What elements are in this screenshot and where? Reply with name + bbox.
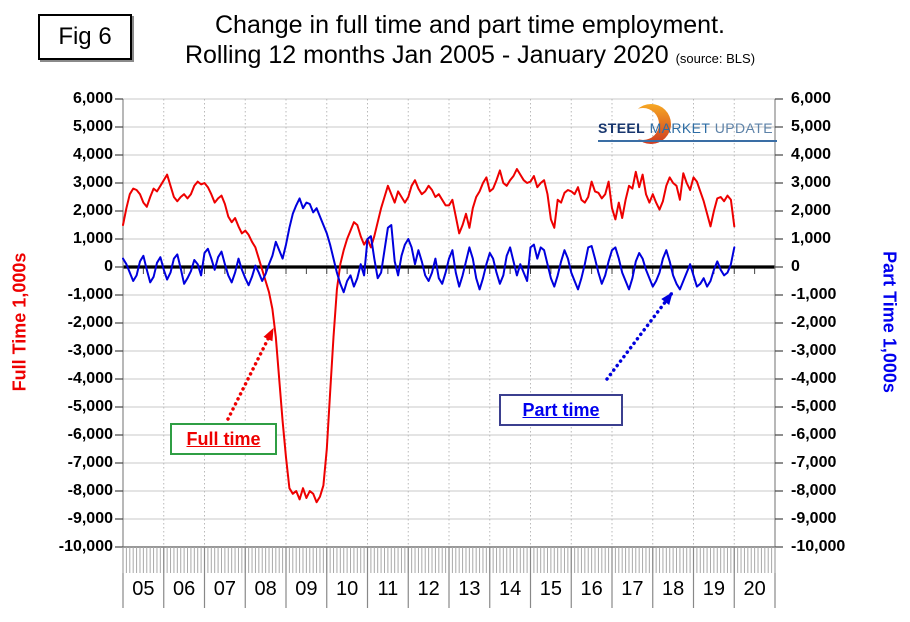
left-tick-label: 2,000 (72, 202, 113, 219)
logo-text: STEEL MARKET UPDATE (598, 120, 777, 142)
logo-word-market: MARKET (649, 120, 711, 136)
year-label: 06 (173, 578, 196, 600)
full-time-legend-box: Full time (170, 423, 277, 455)
right-tick-label: -5,000 (791, 398, 837, 415)
right-axis-title: Part Time 1,000s (879, 251, 900, 393)
left-tick-label: -8,000 (67, 482, 113, 499)
year-label: 14 (499, 578, 522, 600)
logo-word-update: UPDATE (714, 120, 773, 136)
right-tick-label: 0 (791, 258, 800, 275)
part-time-legend-box: Part time (499, 394, 623, 426)
year-label: 19 (702, 578, 725, 600)
year-label: 12 (417, 578, 440, 600)
right-tick-label: 3,000 (791, 174, 832, 191)
year-label: 20 (743, 578, 766, 600)
left-tick-label: -5,000 (67, 398, 113, 415)
left-tick-label: -4,000 (67, 370, 113, 387)
left-tick-label: -9,000 (67, 510, 113, 527)
source-note: (source: BLS) (675, 51, 756, 66)
part-time-arrow (605, 291, 674, 381)
logo-crescent-icon (631, 104, 671, 144)
year-label: 18 (662, 578, 685, 600)
left-axis-title: Full Time 1,000s (9, 252, 30, 392)
chart-title-block: Change in full time and part time employ… (150, 10, 790, 74)
logo-word-steel: STEEL (598, 120, 646, 136)
right-tick-label: 1,000 (791, 230, 832, 247)
right-tick-label: -9,000 (791, 510, 837, 527)
right-tick-label: 5,000 (791, 118, 832, 135)
left-tick-label: 3,000 (72, 174, 113, 191)
part-time-series-line (122, 197, 736, 294)
right-tick-label: -2,000 (791, 314, 837, 331)
right-tick-label: -4,000 (791, 370, 837, 387)
year-label: 11 (377, 578, 399, 600)
right-tick-label: -8,000 (791, 482, 837, 499)
left-tick-label: -2,000 (67, 314, 113, 331)
right-tick-label: -6,000 (791, 426, 837, 443)
right-tick-label: -7,000 (791, 454, 837, 471)
right-tick-label: 4,000 (791, 146, 832, 163)
chart-subtitle-text: Rolling 12 months Jan 2005 - January 202… (184, 41, 669, 69)
year-label: 17 (621, 578, 644, 600)
full-time-series-line (122, 168, 736, 504)
year-label: 10 (336, 578, 359, 600)
chart-subtitle: Rolling 12 months Jan 2005 - January 202… (150, 40, 790, 74)
left-tick-label: 0 (104, 258, 113, 275)
year-label: 09 (295, 578, 318, 600)
year-label: 15 (539, 578, 562, 600)
figure-number-box: Fig 6 (38, 14, 132, 60)
left-tick-label: -7,000 (67, 454, 113, 471)
year-label: 05 (132, 578, 155, 600)
left-tick-label: 5,000 (72, 118, 113, 135)
year-label: 07 (213, 578, 236, 600)
left-tick-label: 4,000 (72, 146, 113, 163)
left-tick-label: -1,000 (67, 286, 113, 303)
year-label: 08 (254, 578, 277, 600)
left-tick-label: -10,000 (58, 538, 113, 555)
left-tick-label: -6,000 (67, 426, 113, 443)
full-time-arrow (226, 327, 275, 421)
right-tick-label: -1,000 (791, 286, 837, 303)
right-tick-label: -3,000 (791, 342, 837, 359)
year-label: 16 (580, 578, 603, 600)
right-tick-label: 2,000 (791, 202, 832, 219)
left-tick-label: 1,000 (72, 230, 113, 247)
chart-title: Change in full time and part time employ… (215, 11, 725, 39)
left-tick-label: -3,000 (67, 342, 113, 359)
right-tick-label: -10,000 (791, 538, 846, 555)
left-tick-label: 6,000 (72, 90, 113, 107)
steel-market-update-logo: STEEL MARKET UPDATE (598, 104, 777, 146)
right-tick-label: 6,000 (791, 90, 832, 107)
year-label: 13 (458, 578, 481, 600)
